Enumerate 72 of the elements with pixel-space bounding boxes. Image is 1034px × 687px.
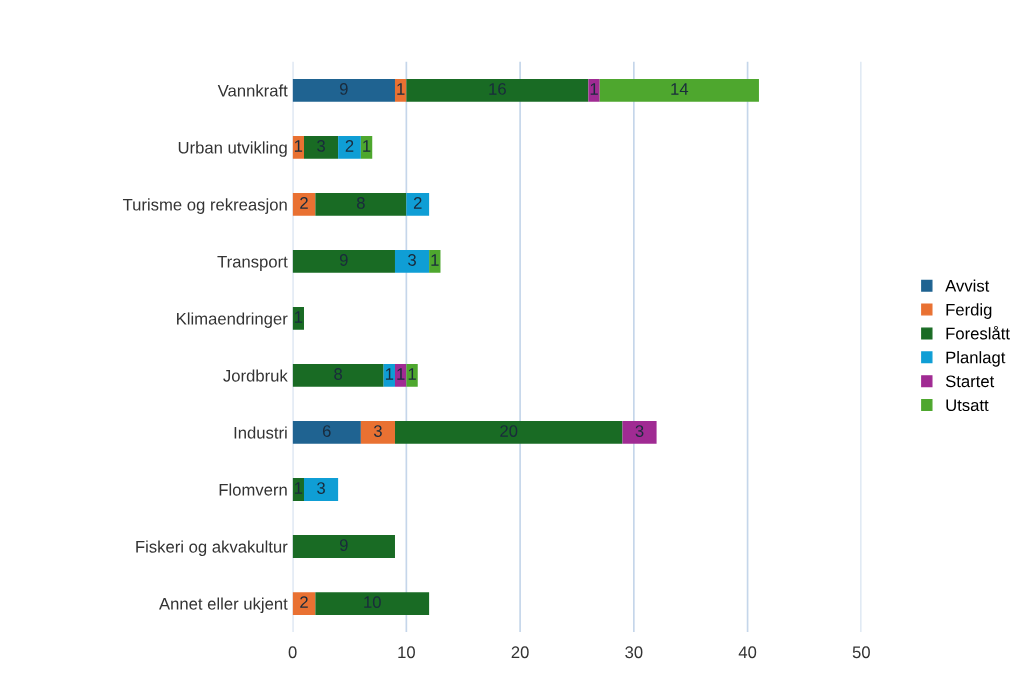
bar — [315, 192, 407, 216]
bar — [406, 78, 589, 102]
x-tick-label: 10 — [398, 646, 415, 659]
bar — [360, 421, 395, 444]
bar — [292, 78, 395, 102]
y-tick-label: Vannkraft — [217, 84, 288, 97]
bar — [304, 135, 339, 159]
data-label: 1 — [294, 140, 303, 152]
legend-label: Foreslått — [946, 325, 1010, 340]
data-label: 1 — [385, 368, 394, 380]
data-label: 8 — [334, 368, 343, 380]
y-tick-label: Jordbruk — [223, 369, 288, 382]
data-label: 8 — [356, 197, 365, 209]
data-label: 1 — [408, 368, 416, 380]
x-tick-label: 0 — [288, 646, 297, 659]
y-tick-label: Transport — [217, 255, 288, 271]
data-label: 1 — [431, 254, 439, 266]
data-label: 16 — [489, 83, 506, 95]
data-label: 2 — [345, 140, 354, 152]
x-tick-label: 40 — [738, 646, 757, 659]
bar — [292, 592, 316, 615]
data-label: 1 — [590, 83, 598, 95]
data-label: 1 — [363, 140, 371, 152]
y-tick-label: Urban utvikling — [178, 141, 287, 157]
x-tick-label: 20 — [511, 646, 529, 659]
x-tick-label: 50 — [852, 646, 870, 659]
data-label: 14 — [671, 83, 689, 95]
data-label: 3 — [317, 140, 325, 152]
bar — [292, 250, 395, 273]
bar — [394, 421, 623, 444]
bar — [315, 592, 430, 615]
data-label: 3 — [317, 482, 325, 494]
legend-label: Ferdig — [946, 303, 992, 319]
y-tick-label: Turisme og rekreasjon — [122, 198, 287, 214]
bar — [622, 421, 657, 444]
legend-label: Utsatt — [946, 399, 989, 412]
data-label: 9 — [339, 83, 348, 95]
y-tick-label: Annet eller ukjent — [159, 597, 288, 614]
data-label: 3 — [373, 425, 382, 437]
bar — [406, 192, 430, 216]
legend-label: Avvist — [945, 279, 990, 292]
y-tick-label: Fiskeri og akvakultur — [136, 540, 288, 557]
bar — [292, 364, 384, 387]
data-label: 10 — [364, 596, 381, 608]
legend-label: Startet — [945, 375, 995, 388]
data-label: 1 — [294, 311, 303, 323]
bar — [406, 364, 418, 387]
legend-label: Planlagt — [946, 351, 1006, 367]
data-label: 3 — [635, 425, 644, 437]
y-tick-label: Klimaendringer — [177, 312, 288, 328]
bar — [292, 421, 361, 444]
bar — [599, 78, 759, 102]
data-label: 1 — [397, 368, 405, 380]
data-label: 9 — [339, 254, 348, 266]
data-label: 20 — [500, 425, 518, 437]
data-label: 2 — [413, 197, 422, 209]
data-label: 9 — [339, 539, 348, 551]
data-label: 2 — [300, 197, 308, 209]
bar — [588, 78, 600, 102]
y-tick-label: Flomvern — [219, 483, 287, 496]
x-tick-label: 30 — [625, 646, 643, 659]
data-label: 6 — [322, 425, 331, 437]
bar — [292, 535, 395, 558]
data-label: 1 — [294, 482, 303, 494]
bar — [292, 192, 316, 216]
bar — [304, 478, 339, 501]
data-label: 1 — [397, 83, 405, 95]
y-tick-label: Industri — [234, 426, 287, 439]
data-label: 3 — [408, 254, 416, 266]
bar — [394, 250, 430, 273]
data-label: 2 — [300, 596, 308, 608]
bar — [338, 135, 361, 159]
